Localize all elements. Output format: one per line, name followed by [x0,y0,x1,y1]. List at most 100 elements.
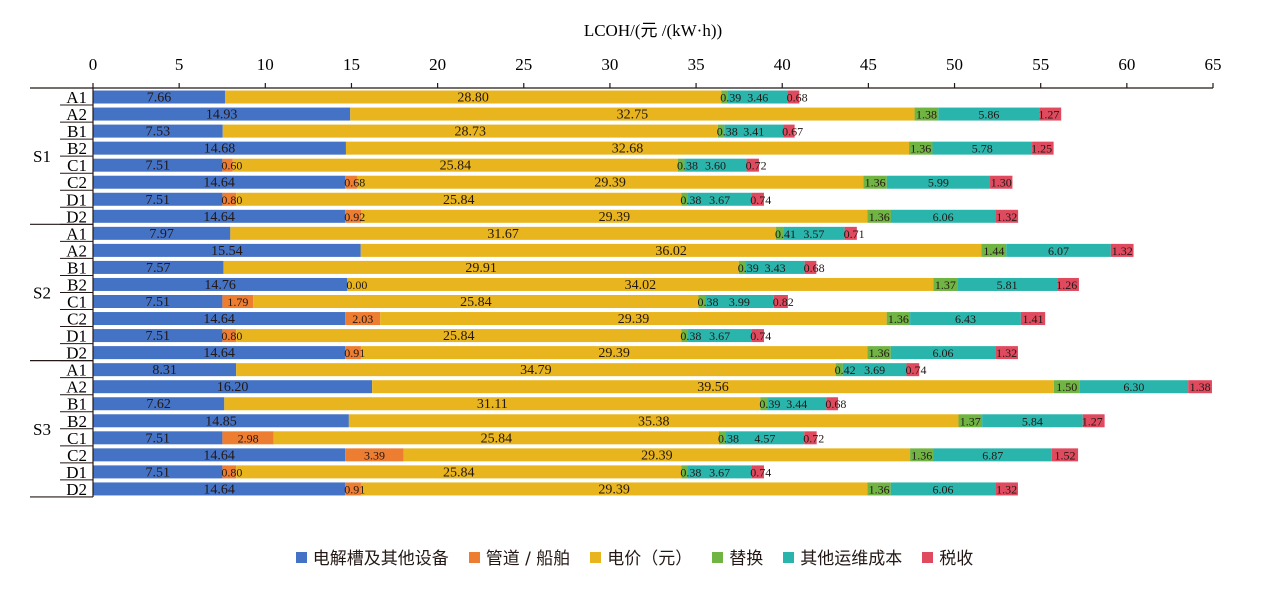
bar-segment [347,277,934,291]
bar-segment [93,141,346,155]
bar-segment [345,141,910,155]
data-label: 0.68 [787,91,808,105]
legend-item: 税收 [922,544,973,569]
bar-segment [863,175,887,189]
x-tick-label: 50 [946,55,963,74]
data-label: 0.41 [775,227,796,241]
bar-segment [1057,277,1079,291]
data-label: 0.74 [750,329,771,343]
bar-segment [222,431,274,445]
category-label: A1 [66,224,87,243]
category-label: D2 [66,207,87,226]
bar-segment [933,277,958,291]
data-label: 14.64 [203,448,235,463]
data-label: 7.97 [149,227,174,242]
bar-segment [93,295,223,308]
legend-label: 替换 [729,549,764,569]
bar-segment [1006,243,1111,257]
bar-segment [360,243,982,257]
bar-segment [222,192,237,206]
data-label: 7.57 [146,261,171,276]
x-tick-label: 40 [774,55,791,74]
x-tick-label: 5 [175,55,184,74]
x-tick-label: 55 [1032,55,1049,74]
bar-segment [1053,380,1080,394]
bar-segment [222,465,237,479]
data-label: 34.02 [625,278,657,293]
bar-segment [230,226,777,240]
data-label: 14.64 [203,482,235,497]
data-label: 36.02 [655,244,687,259]
data-label: 1.32 [996,346,1017,360]
data-label: 29.91 [465,261,497,276]
bar-segment [725,431,805,445]
category-label: D1 [66,327,87,346]
data-label: 14.68 [204,142,236,157]
data-label: 0.38 [680,193,701,207]
axes [30,87,1213,498]
data-label: 25.84 [440,159,472,174]
data-label: 3.41 [743,125,764,139]
data-label: 0.72 [803,431,824,445]
data-label: 5.99 [928,176,949,190]
group-label: S2 [33,283,51,302]
legend-swatch-icon [468,552,480,563]
bar-segment [910,312,1021,326]
x-axis-title: LCOH/(元 /(kW·h)) [584,21,722,40]
bar-segment [886,175,991,189]
data-label: 28.80 [457,91,489,106]
category-label: D2 [66,344,87,363]
data-label: 1.37 [935,278,956,292]
bar-segment [345,482,361,496]
bar-segment [698,295,706,308]
bar-segment [844,226,857,240]
bar-segment [914,107,939,121]
data-label: 1.32 [1112,244,1133,258]
data-label: 35.38 [638,414,670,429]
bar-segment [890,482,996,496]
bar-segment [842,363,907,377]
data-label: 7.51 [145,193,170,208]
bar-segment [932,141,1033,155]
bar-segment [93,192,223,206]
bar-segment [1051,448,1079,462]
data-label: 6.30 [1123,380,1144,394]
bar-segment [835,363,843,377]
bar-segment [380,312,887,326]
data-label: 14.64 [203,176,235,191]
bar-segment [345,209,362,223]
bar-segment [909,141,933,155]
bar-segment [787,90,800,104]
data-label: 29.39 [641,448,673,463]
bar-segment [93,312,346,326]
data-label: 0.39 [738,261,759,275]
data-label: 5.81 [997,278,1018,292]
data-label: 0.68 [804,261,825,275]
bar-segment [1082,414,1105,428]
bar-segment [751,329,764,343]
data-label: 7.62 [146,397,171,412]
bar-segment [724,124,784,138]
bar-segment [745,260,805,274]
bar-segment [990,175,1013,189]
data-label: 29.39 [618,312,650,327]
data-label: 1.36 [910,142,931,156]
group-label: S1 [33,147,51,166]
bar-segment [345,175,357,189]
bar-segment [93,482,346,496]
category-label: B1 [67,122,87,141]
category-label: D1 [66,190,87,209]
data-label: 31.67 [487,227,519,242]
bar-segment [776,226,784,240]
legend-label: 电解槽及其他设备 [312,549,449,569]
bar-segment [1039,107,1062,121]
bar-segment [958,414,983,428]
x-tick-label: 45 [860,55,877,74]
bar-segment [995,209,1019,223]
bar-segment [93,448,346,462]
data-label: 1.41 [1023,312,1044,326]
data-label: 16.20 [217,380,249,395]
data-label: 0.38 [680,465,701,479]
data-label: 14.85 [205,414,237,429]
